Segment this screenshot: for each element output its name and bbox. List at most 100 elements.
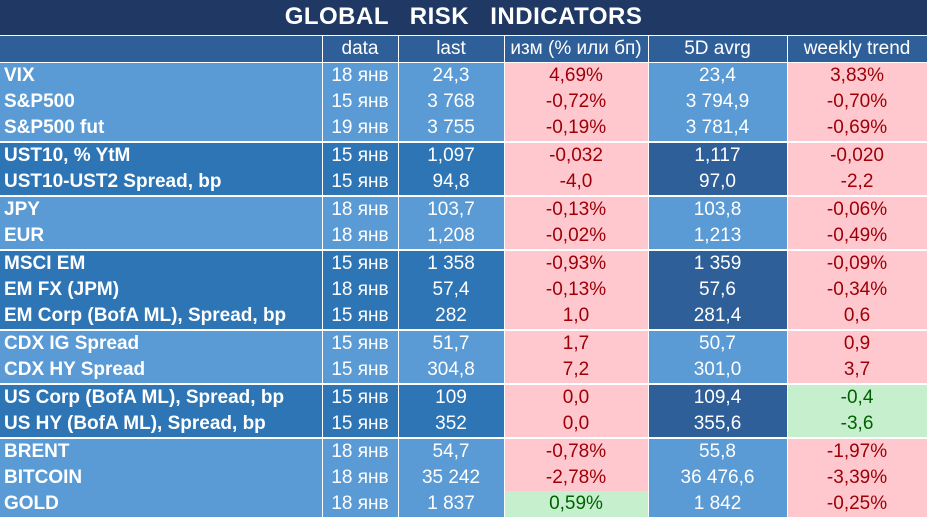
change-cell: -4,0 <box>504 168 649 196</box>
last-value-cell: 94,8 <box>398 168 505 196</box>
weekly-trend-cell: 3,7 <box>787 356 927 384</box>
date-cell: 15 янв <box>322 88 399 115</box>
header-5d-avg: 5D avrg <box>648 35 788 63</box>
change-cell: 7,2 <box>504 356 649 384</box>
five-day-avg-cell: 3 781,4 <box>648 114 788 142</box>
table-row: CDX HY Spread 15 янв 304,8 7,2 301,0 3,7 <box>0 356 927 384</box>
last-value-cell: 57,4 <box>398 276 505 303</box>
last-value-cell: 24,3 <box>398 62 505 89</box>
date-cell: 15 янв <box>322 410 399 438</box>
change-cell: -0,032 <box>504 140 649 169</box>
date-cell: 15 янв <box>322 248 399 277</box>
last-value-cell: 109 <box>398 382 505 411</box>
last-value-cell: 1 358 <box>398 248 505 277</box>
change-cell: -0,13% <box>504 194 649 223</box>
indicator-name: JPY <box>0 194 323 223</box>
weekly-trend-cell: -0,34% <box>787 276 927 303</box>
weekly-trend-cell: -2,2 <box>787 168 927 196</box>
indicator-name: MSCI EM <box>0 248 323 277</box>
last-value-cell: 51,7 <box>398 328 505 357</box>
five-day-avg-cell: 1,117 <box>648 140 788 169</box>
table-row: CDX IG Spread 15 янв 51,7 1,7 50,7 0,9 <box>0 328 927 357</box>
last-value-cell: 3 755 <box>398 114 505 142</box>
change-cell: 4,69% <box>504 62 649 89</box>
weekly-trend-cell: -0,06% <box>787 194 927 223</box>
indicator-name: BRENT <box>0 436 323 465</box>
change-cell: -0,72% <box>504 88 649 115</box>
weekly-trend-cell: 3,83% <box>787 62 927 89</box>
change-cell: 0,0 <box>504 410 649 438</box>
header-last: last <box>398 35 505 63</box>
last-value-cell: 103,7 <box>398 194 505 223</box>
weekly-trend-cell: -0,020 <box>787 140 927 169</box>
change-cell: -0,13% <box>504 276 649 303</box>
table-row: GOLD 18 янв 1 837 0,59% 1 842 -0,25% <box>0 490 927 517</box>
five-day-avg-cell: 3 794,9 <box>648 88 788 115</box>
change-cell: 1,0 <box>504 302 649 330</box>
indicator-name: BITCOIN <box>0 464 323 491</box>
header-date: data <box>322 35 399 63</box>
weekly-trend-cell: -0,4 <box>787 382 927 411</box>
header-change: изм (% или бп) <box>504 35 649 63</box>
change-cell: -0,93% <box>504 248 649 277</box>
date-cell: 15 янв <box>322 168 399 196</box>
indicator-name: US HY (BofA ML), Spread, bp <box>0 410 323 438</box>
header-row: data last изм (% или бп) 5D avrg weekly … <box>0 35 927 63</box>
table-row: S&P500 15 янв 3 768 -0,72% 3 794,9 -0,70% <box>0 88 927 115</box>
date-cell: 15 янв <box>322 302 399 330</box>
indicator-name: US Corp (BofA ML), Spread, bp <box>0 382 323 411</box>
change-cell: 1,7 <box>504 328 649 357</box>
change-cell: -0,02% <box>504 222 649 250</box>
indicator-name: UST10, % YtM <box>0 140 323 169</box>
last-value-cell: 352 <box>398 410 505 438</box>
table-row: US Corp (BofA ML), Spread, bp 15 янв 109 0,… <box>0 382 927 411</box>
weekly-trend-cell: 0,9 <box>787 328 927 357</box>
table-row: JPY 18 янв 103,7 -0,13% 103,8 -0,06% <box>0 194 927 223</box>
indicator-name: EM FX (JPM) <box>0 276 323 303</box>
indicator-name: EM Corp (BofA ML), Spread, bp <box>0 302 323 330</box>
table-row: MSCI EM 15 янв 1 358 -0,93% 1 359 -0,09% <box>0 248 927 277</box>
indicator-name: EUR <box>0 222 323 250</box>
table-row: S&P500 fut 19 янв 3 755 -0,19% 3 781,4 -0,69% <box>0 114 927 142</box>
table-row: UST10-UST2 Spread, bp 15 янв 94,8 -4,0 97,0-… <box>0 168 927 196</box>
five-day-avg-cell: 355,6 <box>648 410 788 438</box>
last-value-cell: 282 <box>398 302 505 330</box>
indicator-name: S&P500 <box>0 88 323 115</box>
change-cell: 0,0 <box>504 382 649 411</box>
indicator-name: CDX HY Spread <box>0 356 323 384</box>
last-value-cell: 1,097 <box>398 140 505 169</box>
last-value-cell: 35 242 <box>398 464 505 491</box>
indicator-name: VIX <box>0 62 323 89</box>
date-cell: 18 янв <box>322 436 399 465</box>
change-cell: -2,78% <box>504 464 649 491</box>
weekly-trend-cell: 0,6 <box>787 302 927 330</box>
weekly-trend-cell: -3,6 <box>787 410 927 438</box>
date-cell: 15 янв <box>322 382 399 411</box>
change-cell: -0,19% <box>504 114 649 142</box>
weekly-trend-cell: -0,09% <box>787 248 927 277</box>
date-cell: 15 янв <box>322 328 399 357</box>
date-cell: 18 янв <box>322 490 399 517</box>
weekly-trend-cell: -0,70% <box>787 88 927 115</box>
date-cell: 18 янв <box>322 62 399 89</box>
five-day-avg-cell: 50,7 <box>648 328 788 357</box>
last-value-cell: 304,8 <box>398 356 505 384</box>
header-weekly-trend: weekly trend <box>787 35 927 63</box>
last-value-cell: 1 837 <box>398 490 505 517</box>
table-title: GLOBAL RISK INDICATORS <box>0 0 927 36</box>
weekly-trend-cell: -0,49% <box>787 222 927 250</box>
last-value-cell: 54,7 <box>398 436 505 465</box>
weekly-trend-cell: -3,39% <box>787 464 927 491</box>
title-row: GLOBAL RISK INDICATORS <box>0 0 927 36</box>
change-cell: -0,78% <box>504 436 649 465</box>
weekly-trend-cell: -1,97% <box>787 436 927 465</box>
five-day-avg-cell: 1,213 <box>648 222 788 250</box>
five-day-avg-cell: 301,0 <box>648 356 788 384</box>
last-value-cell: 1,208 <box>398 222 505 250</box>
table-row: EM Corp (BofA ML), Spread, bp 15 янв 282 1,… <box>0 302 927 330</box>
date-cell: 18 янв <box>322 276 399 303</box>
five-day-avg-cell: 103,8 <box>648 194 788 223</box>
indicator-name: S&P500 fut <box>0 114 323 142</box>
date-cell: 15 янв <box>322 356 399 384</box>
